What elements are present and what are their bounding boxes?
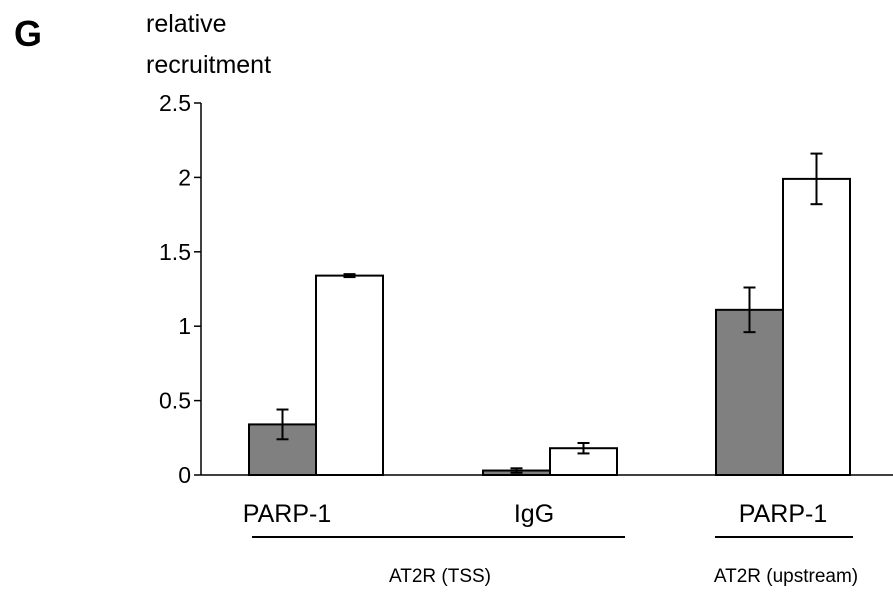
y-tick-label: 0.5 — [159, 388, 191, 414]
group-label: AT2R (TSS) — [389, 566, 491, 587]
y-axis-label-line-1: relative — [146, 10, 227, 38]
y-tick-label: 2.5 — [159, 90, 191, 116]
y-tick-label: 1.5 — [159, 239, 191, 265]
category-label: PARP-1 — [243, 500, 331, 528]
bar — [315, 274, 384, 476]
y-tick-label: 1 — [178, 313, 191, 339]
category-label: IgG — [514, 500, 554, 528]
bar — [715, 308, 784, 476]
y-tick-label: 2 — [178, 164, 191, 190]
category-label: PARP-1 — [739, 500, 827, 528]
y-tick-label: 0 — [178, 462, 191, 488]
y-axis-label-line-2: recruitment — [146, 51, 271, 79]
group-label: AT2R (upstream) — [714, 566, 858, 587]
bar — [782, 177, 851, 476]
plot-area: 0 0.5 1 1.5 2 2.5 PARP-1 IgG PARP-1 AT2R (TSS) AT2… — [159, 90, 893, 587]
panel-label: G — [14, 13, 42, 54]
